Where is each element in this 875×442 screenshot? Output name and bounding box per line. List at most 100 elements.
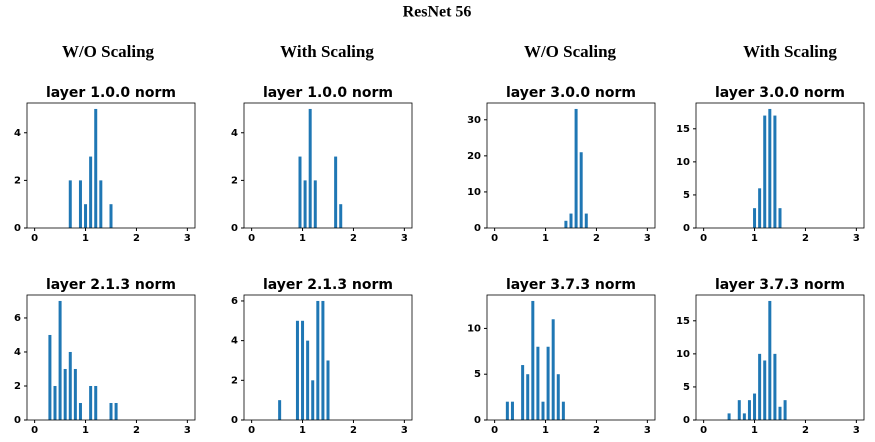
bar xyxy=(89,385,93,420)
bar xyxy=(541,401,545,420)
x-tick-label: 3 xyxy=(644,425,651,436)
y-tick-label: 2 xyxy=(14,175,21,186)
x-tick-label: 0 xyxy=(700,425,707,436)
axes-frame xyxy=(243,294,413,421)
x-tick-label: 0 xyxy=(700,233,707,244)
bar xyxy=(758,188,762,228)
bar xyxy=(747,400,751,420)
bar xyxy=(768,108,772,228)
bar xyxy=(778,406,782,420)
bar xyxy=(778,208,782,228)
bar xyxy=(53,385,57,420)
bar xyxy=(579,152,583,228)
subplot-title: layer 3.7.3 norm xyxy=(506,277,636,293)
bar xyxy=(301,320,305,420)
y-tick-label: 5 xyxy=(683,382,690,393)
x-tick-label: 0 xyxy=(248,233,255,244)
x-tick-label: 3 xyxy=(184,425,191,436)
bar xyxy=(308,108,312,228)
bar xyxy=(334,156,338,228)
column-header: W/O Scaling xyxy=(62,42,155,61)
x-tick-label: 1 xyxy=(751,233,758,244)
x-tick-label: 3 xyxy=(401,233,408,244)
x-tick-label: 3 xyxy=(853,233,860,244)
bar xyxy=(78,180,82,228)
bar xyxy=(505,401,509,420)
y-tick-label: 20 xyxy=(467,151,481,162)
subplot-title: layer 3.0.0 norm xyxy=(715,85,845,101)
bar xyxy=(63,368,67,420)
y-tick-label: 0 xyxy=(231,415,238,426)
bar xyxy=(78,402,82,420)
bar xyxy=(68,351,72,420)
x-tick-label: 0 xyxy=(31,233,38,244)
x-tick-label: 2 xyxy=(802,425,809,436)
axes-frame xyxy=(486,294,656,421)
bar xyxy=(94,385,98,420)
y-tick-label: 0 xyxy=(474,415,481,426)
subplot-title: layer 2.1.3 norm xyxy=(46,277,176,293)
y-tick-label: 4 xyxy=(14,347,21,358)
x-tick-label: 3 xyxy=(853,425,860,436)
x-tick-label: 3 xyxy=(184,233,191,244)
bar xyxy=(564,220,568,228)
bar xyxy=(773,353,777,420)
bar xyxy=(763,115,767,228)
subplot-title: layer 1.0.0 norm xyxy=(263,85,393,101)
x-tick-label: 1 xyxy=(299,425,306,436)
bar xyxy=(326,360,330,420)
column-header: With Scaling xyxy=(280,42,374,61)
x-tick-label: 2 xyxy=(593,425,600,436)
bar xyxy=(313,180,317,228)
bar xyxy=(526,374,530,420)
y-tick-label: 2 xyxy=(14,381,21,392)
y-tick-label: 0 xyxy=(14,223,21,234)
x-tick-label: 0 xyxy=(491,425,498,436)
bar xyxy=(763,360,767,420)
subplot-title: layer 3.0.0 norm xyxy=(506,85,636,101)
bar xyxy=(584,213,588,228)
bar xyxy=(298,156,302,228)
bar xyxy=(737,400,741,420)
bar xyxy=(68,180,72,228)
bar xyxy=(753,208,757,228)
y-tick-label: 10 xyxy=(467,323,481,334)
bar xyxy=(306,340,310,420)
bar xyxy=(109,204,113,228)
bar xyxy=(295,320,299,420)
x-tick-label: 1 xyxy=(751,425,758,436)
y-tick-label: 0 xyxy=(231,223,238,234)
bar xyxy=(316,300,320,420)
y-tick-label: 0 xyxy=(683,415,690,426)
bar xyxy=(48,334,52,420)
bar xyxy=(773,115,777,228)
bar xyxy=(758,353,762,420)
x-tick-label: 3 xyxy=(644,233,651,244)
y-tick-label: 10 xyxy=(676,157,690,168)
bar xyxy=(94,108,98,228)
y-tick-label: 2 xyxy=(231,375,238,386)
axes-frame xyxy=(26,294,196,421)
subplot-title: layer 2.1.3 norm xyxy=(263,277,393,293)
bar xyxy=(727,413,731,420)
x-tick-label: 0 xyxy=(248,425,255,436)
y-tick-label: 4 xyxy=(14,128,21,139)
y-tick-label: 2 xyxy=(231,175,238,186)
y-tick-label: 30 xyxy=(467,115,481,126)
bar xyxy=(99,180,103,228)
bar xyxy=(569,213,573,228)
bar xyxy=(561,401,565,420)
x-tick-label: 2 xyxy=(350,233,357,244)
subplot-title: layer 3.7.3 norm xyxy=(715,277,845,293)
bar xyxy=(114,402,118,420)
y-tick-label: 6 xyxy=(14,313,21,324)
x-tick-label: 1 xyxy=(82,233,89,244)
bar xyxy=(753,393,757,420)
bar xyxy=(531,300,535,420)
bar xyxy=(278,400,282,420)
bar xyxy=(768,300,772,420)
x-tick-label: 2 xyxy=(133,425,140,436)
y-tick-label: 10 xyxy=(467,187,481,198)
bar xyxy=(551,319,555,420)
